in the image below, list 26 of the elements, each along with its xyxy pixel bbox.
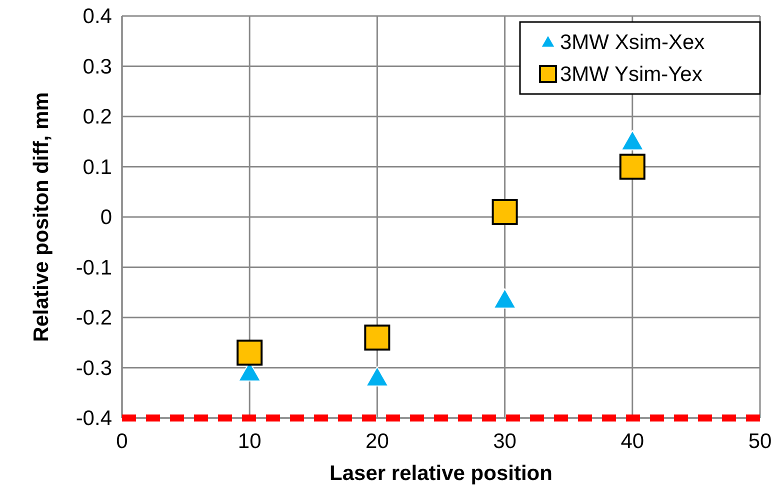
y-tick-label: -0.1 [76,256,112,280]
x-tick-label: 50 [748,430,772,453]
y-tick-label: 0.3 [82,55,112,78]
x-axis-title: Laser relative position [330,462,552,485]
point [620,130,644,150]
x-tick-label: 10 [238,430,262,453]
legend-label: 3MW Xsim-Xex [560,31,706,54]
y-tick-label: -0.3 [76,356,112,380]
x-tick-label: 30 [493,430,516,453]
point [364,324,390,351]
x-tick-label: 0 [116,430,128,453]
point [492,198,518,225]
y-tick-label: 0 [100,206,112,229]
point [493,288,516,309]
y-axis-title: Relative positon diff, mm [30,92,53,342]
legend-label: 3MW Ysim-Yex [560,63,703,86]
y-tick-label: -0.4 [76,407,112,430]
x-tick-label: 40 [620,430,644,453]
y-tick-label: 0.1 [82,156,112,179]
y-tick-label: 0.2 [82,106,112,128]
point [619,154,646,180]
point [366,366,389,387]
y-tick-label: 0.4 [82,5,112,28]
x-tick-label: 20 [366,430,389,453]
y-tick-label: -0.2 [76,306,112,330]
point [236,340,263,366]
